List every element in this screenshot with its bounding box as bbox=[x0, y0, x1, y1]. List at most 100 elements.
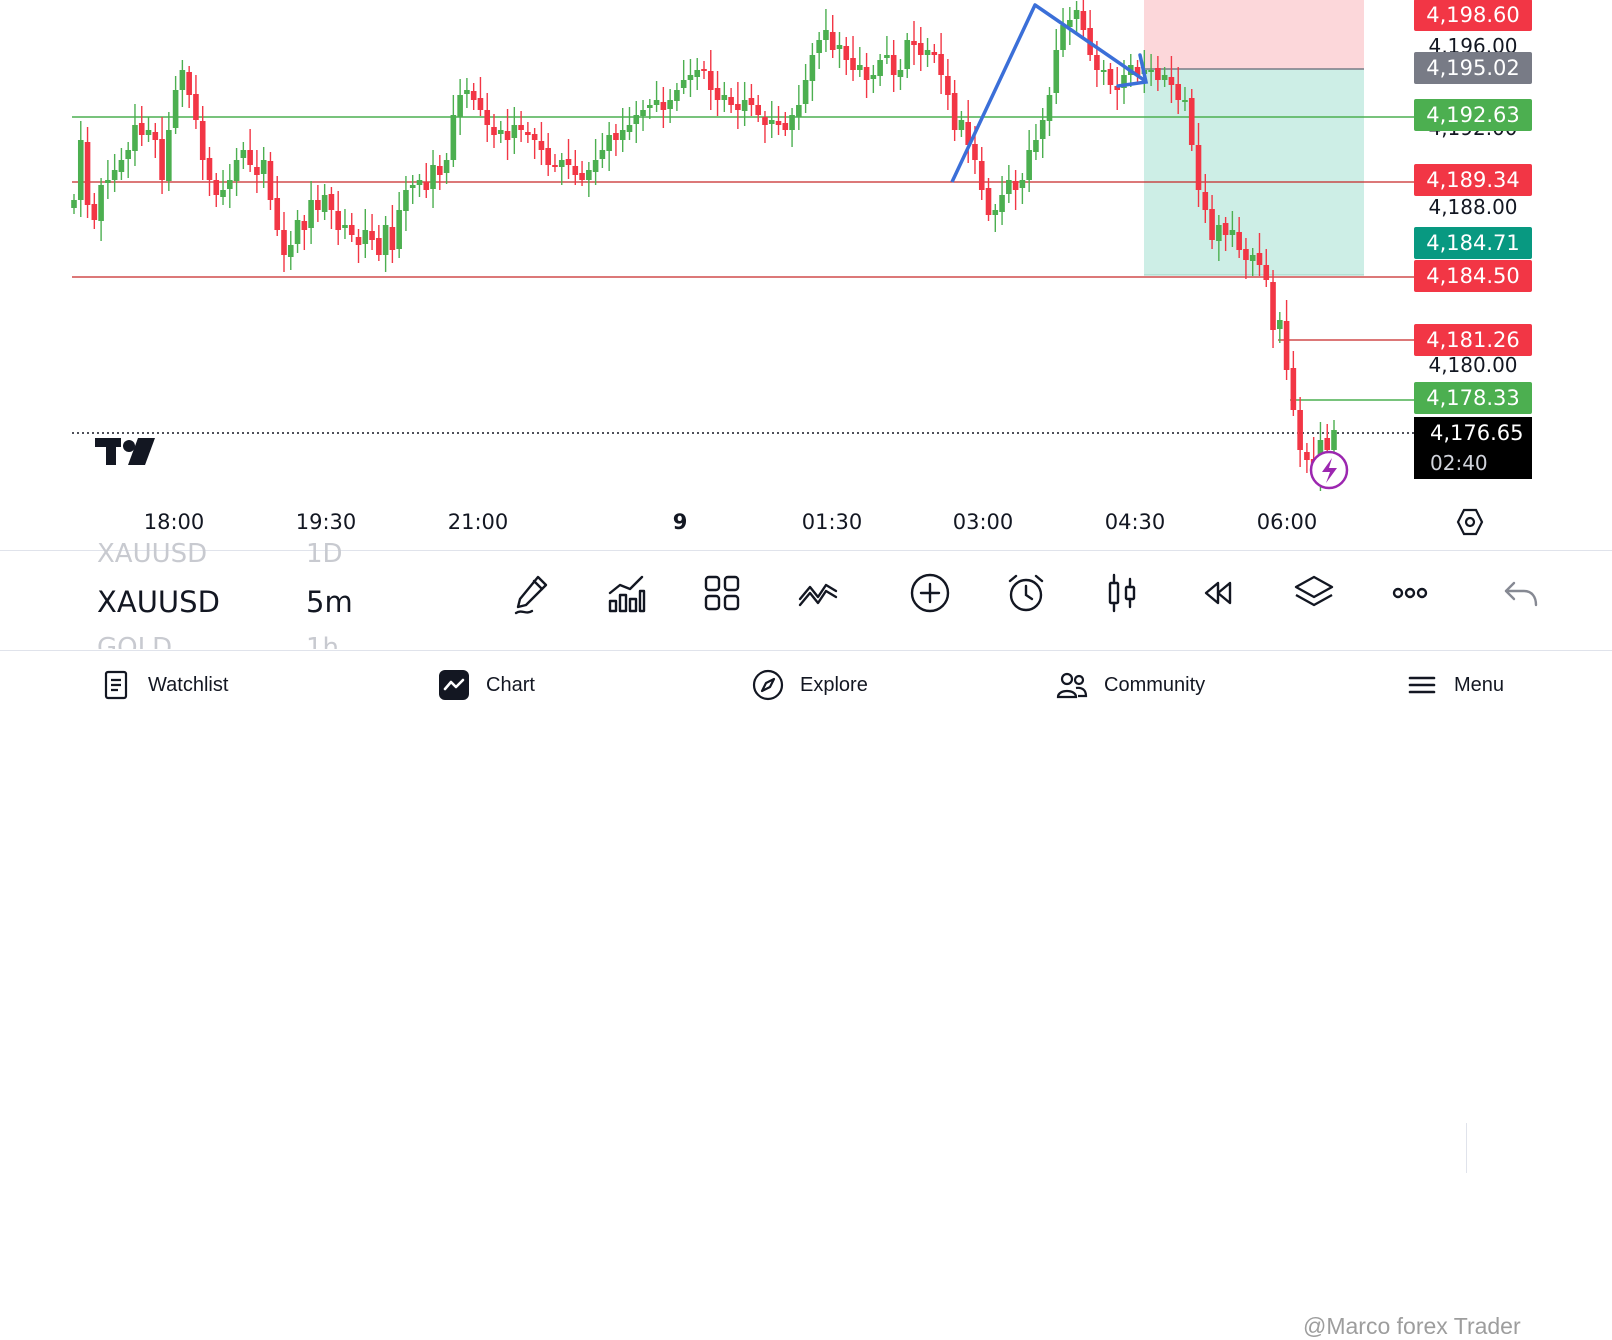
price-tag[interactable]: 4,184.71 bbox=[1414, 227, 1532, 259]
candle-body bbox=[640, 110, 646, 116]
candle-body bbox=[166, 130, 172, 181]
price-tag[interactable]: 4,198.60 bbox=[1414, 0, 1532, 31]
candle-body bbox=[84, 142, 91, 205]
price-tag[interactable]: 4,181.26 bbox=[1414, 324, 1532, 356]
nav-watchlist[interactable]: Watchlist bbox=[100, 665, 228, 705]
candle-body bbox=[240, 150, 247, 158]
candle-body bbox=[491, 127, 497, 135]
candle-body bbox=[951, 93, 958, 130]
candle-body bbox=[450, 115, 457, 160]
candle-body bbox=[254, 167, 260, 175]
candle-body bbox=[945, 76, 951, 95]
candle-body bbox=[735, 104, 741, 110]
symbol-name[interactable]: XAUUSD bbox=[97, 585, 220, 619]
nav-menu[interactable]: Menu bbox=[1406, 665, 1504, 705]
price-tag[interactable]: 4,189.34 bbox=[1414, 164, 1532, 196]
chart-type-icon[interactable] bbox=[1096, 567, 1148, 619]
candle-body bbox=[430, 165, 436, 189]
candle-body bbox=[728, 97, 734, 105]
candle-body bbox=[660, 102, 667, 110]
candle-body bbox=[531, 134, 538, 140]
templates-icon[interactable] bbox=[696, 567, 748, 619]
candle-body bbox=[802, 80, 809, 104]
price-tag[interactable]: 4,178.33 bbox=[1414, 382, 1532, 414]
compare-icon[interactable] bbox=[792, 567, 844, 619]
candle-body bbox=[653, 100, 660, 105]
candle-body bbox=[403, 190, 409, 211]
candle-body bbox=[1026, 150, 1032, 180]
interval-selector[interactable]: 5m bbox=[306, 585, 353, 619]
more-icon[interactable] bbox=[1384, 567, 1436, 619]
bottom-navigation: Watchlist Chart Explore Community Menu @… bbox=[0, 650, 1612, 1339]
candle-body bbox=[762, 117, 768, 125]
price-tag[interactable]: 4,184.50 bbox=[1414, 260, 1532, 292]
nav-community[interactable]: Community bbox=[1056, 665, 1205, 705]
candle-body bbox=[586, 170, 592, 180]
time-axis-label: 18:00 bbox=[143, 510, 205, 534]
candle-body bbox=[382, 225, 389, 255]
undo-icon[interactable] bbox=[1496, 567, 1548, 619]
watchlist-icon bbox=[104, 670, 128, 700]
candle-body bbox=[98, 185, 104, 221]
candle-body bbox=[315, 200, 321, 210]
candle-body bbox=[233, 160, 240, 181]
candle-body bbox=[592, 160, 599, 172]
candle-body bbox=[1161, 75, 1168, 80]
candle-body bbox=[1168, 77, 1175, 85]
time-axis-label: 21:00 bbox=[447, 510, 509, 534]
symbol-prev[interactable]: XAUUSD bbox=[97, 539, 208, 569]
trend-line-drawing[interactable] bbox=[950, 3, 1145, 183]
current-price: 4,176.65 bbox=[1430, 421, 1524, 445]
layers-icon[interactable] bbox=[1288, 567, 1340, 619]
candle-body bbox=[565, 159, 572, 165]
interval-prev[interactable]: 1D bbox=[306, 539, 343, 569]
price-tag[interactable]: 4,195.02 bbox=[1414, 52, 1532, 84]
candle-body bbox=[1236, 232, 1242, 250]
replay-icon[interactable] bbox=[1192, 567, 1244, 619]
candle-body bbox=[220, 190, 226, 197]
candle-body bbox=[1331, 430, 1337, 450]
candle-body bbox=[1290, 368, 1297, 410]
candle-body bbox=[1019, 180, 1026, 188]
symbol-next[interactable]: GOLD bbox=[97, 633, 173, 649]
candle-body bbox=[707, 71, 714, 90]
arrow-head-drawing bbox=[1116, 53, 1149, 88]
candle-body bbox=[606, 135, 612, 151]
nav-explore-label: Explore bbox=[800, 673, 868, 696]
candle-body bbox=[138, 123, 145, 135]
candle-body bbox=[938, 54, 944, 75]
nav-chart[interactable]: Chart bbox=[438, 665, 535, 705]
settings-hex-icon[interactable] bbox=[1456, 508, 1484, 536]
candle-body bbox=[755, 105, 761, 115]
candle-body bbox=[870, 75, 877, 79]
alert-icon[interactable] bbox=[1000, 567, 1052, 619]
candle-body bbox=[1060, 25, 1066, 50]
time-axis-label: 19:30 bbox=[295, 510, 357, 534]
candle-body bbox=[91, 204, 98, 220]
nav-explore[interactable]: Explore bbox=[752, 665, 868, 705]
candle-body bbox=[667, 100, 673, 109]
candle-body bbox=[1324, 438, 1331, 450]
candle-body bbox=[172, 90, 179, 128]
candle-body bbox=[999, 195, 1005, 212]
candle-body bbox=[260, 160, 267, 174]
price-tag[interactable]: 4,192.63 bbox=[1414, 99, 1532, 131]
interval-next[interactable]: 1h bbox=[306, 633, 340, 649]
candle-body bbox=[247, 150, 253, 165]
candle-body bbox=[843, 46, 850, 60]
candle-body bbox=[1195, 145, 1202, 190]
bar-countdown: 02:40 bbox=[1430, 451, 1488, 475]
candle-body bbox=[836, 45, 843, 49]
candle-body bbox=[362, 230, 369, 244]
candle-body bbox=[647, 105, 653, 108]
price-chart[interactable] bbox=[0, 0, 1612, 540]
lightning-icon[interactable] bbox=[1309, 450, 1349, 490]
pencil-icon[interactable] bbox=[506, 567, 558, 619]
candle-body bbox=[775, 121, 782, 125]
stop-loss-zone bbox=[1144, 0, 1364, 69]
indicators-icon[interactable] bbox=[600, 567, 652, 619]
add-icon[interactable] bbox=[904, 567, 956, 619]
candle-body bbox=[911, 41, 917, 45]
candle-body bbox=[538, 141, 545, 150]
candle-body bbox=[267, 161, 274, 200]
